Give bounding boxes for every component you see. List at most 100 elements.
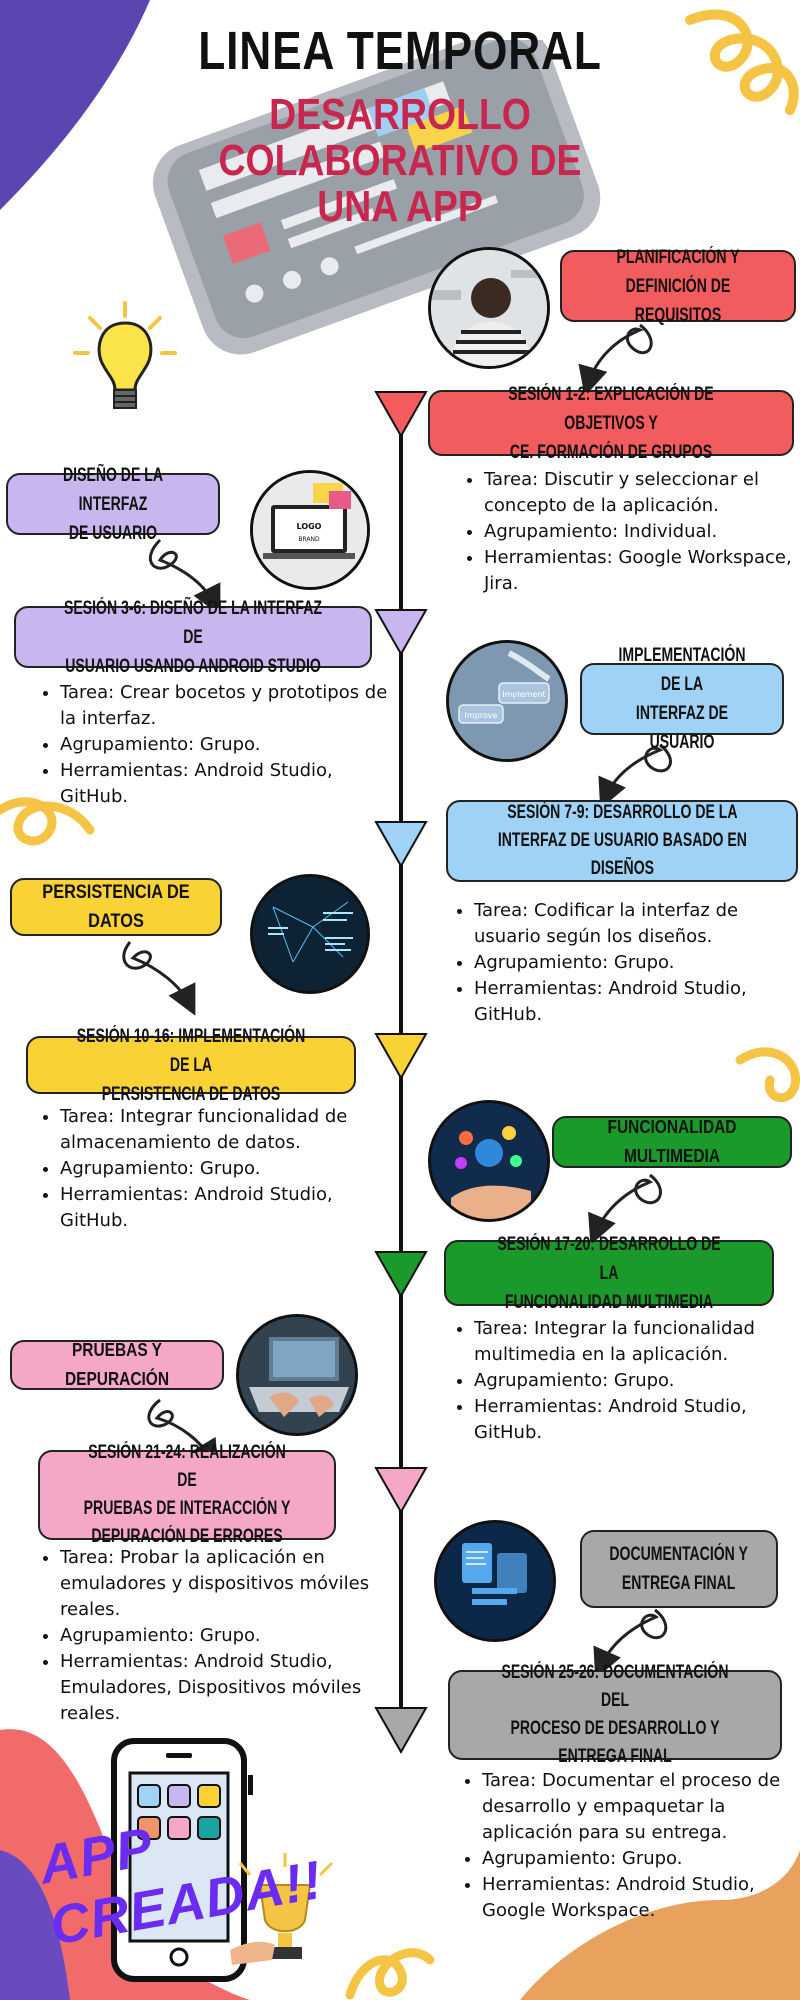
timeline-marker-1 <box>374 391 428 439</box>
phase1-label-line1: PLANIFICACIÓN Y <box>616 246 740 268</box>
timeline-marker-7 <box>374 1707 428 1755</box>
session3-detail-task: Tarea: Codificar la interfaz de usuario … <box>474 898 794 950</box>
session6-detail-grouping: Agrupamiento: Grupo. <box>60 1623 390 1649</box>
smartphone-icon <box>111 1738 253 1982</box>
session6-label: SESIÓN 21-24: REALIZACIÓN DE PRUEBAS DE I… <box>38 1442 336 1547</box>
phase7-label-line1: DOCUMENTACIÓN Y <box>609 1544 749 1565</box>
session3-details: Tarea: Codificar la interfaz de usuario … <box>450 898 794 1028</box>
timeline-marker-3 <box>374 821 428 869</box>
session6-line1: SESIÓN 21-24: REALIZACIÓN DE <box>88 1442 286 1491</box>
session7-line3: ENTREGA FINAL <box>558 1746 672 1767</box>
session6-detail-tools: Herramientas: Android Studio, Emuladores… <box>60 1649 390 1727</box>
phase3-label-line1: IMPLEMENTACIÓN DE LA <box>618 645 746 695</box>
phase2-label: DISEÑO DE LA INTERFAZ DE USUARIO <box>6 465 220 544</box>
app-created-illustration <box>111 1738 334 1982</box>
session5-line1: SESIÓN 17-20: DESARROLLO DE LA <box>497 1233 721 1284</box>
phase3-label-line2: INTERFAZ DE USUARIO <box>635 703 729 753</box>
arrow-5 <box>588 1173 662 1246</box>
improve-text: Improve <box>465 711 498 720</box>
arrow-2 <box>148 538 221 616</box>
phase2-label-line1: DISEÑO DE LA INTERFAZ <box>63 464 163 515</box>
timeline-markers <box>374 391 428 1755</box>
session7-detail-tools: Herramientas: Android Studio, Google Wor… <box>482 1872 800 1924</box>
laptop-logo-text: LOGO <box>297 522 322 531</box>
phase5-photo <box>428 1100 550 1222</box>
session4-detail-task: Tarea: Integrar funcionalidad de almacen… <box>60 1104 380 1156</box>
phase3-photo: Implement Improve <box>446 640 568 762</box>
session3-detail-tools: Herramientas: Android Studio, GitHub. <box>474 976 794 1028</box>
arrow-6 <box>147 1398 219 1471</box>
session5-line2: FUNCIONALIDAD MULTIMEDIA <box>504 1291 714 1313</box>
session4-detail-tools: Herramientas: Android Studio, GitHub. <box>60 1182 380 1234</box>
session3-detail-grouping: Agrupamiento: Grupo. <box>474 950 794 976</box>
session2-detail-tools: Herramientas: Android Studio, GitHub. <box>60 758 390 810</box>
implement-improve-icon: Implement Improve <box>449 643 565 759</box>
arrow-7 <box>593 1608 668 1680</box>
phone-illustration <box>152 40 601 355</box>
session2-line1: SESIÓN 3-6: DISEÑO DE LA INTERFAZ DE <box>64 597 322 648</box>
phase7-photo <box>434 1520 556 1642</box>
session1-details: Tarea: Discutir y seleccionar el concept… <box>460 467 800 597</box>
documentation-icon <box>437 1523 553 1639</box>
session5-label: SESIÓN 17-20: DESARROLLO DE LA FUNCIONALI… <box>444 1234 774 1313</box>
person-icon <box>431 250 547 366</box>
session2-details: Tarea: Crear bocetos y prototipos de la … <box>36 680 390 810</box>
phase7-label: DOCUMENTACIÓN Y ENTREGA FINAL <box>580 1530 778 1608</box>
phase1-photo <box>428 247 550 369</box>
phase6-photo <box>236 1314 358 1436</box>
phase4-label-line1: PERSISTENCIA DE DATOS <box>42 882 190 932</box>
session6-line3: DEPURACIÓN DE ERRORES <box>91 1526 283 1547</box>
phase4-photo <box>250 874 370 994</box>
session2-detail-grouping: Agrupamiento: Grupo. <box>60 732 390 758</box>
phase5-label-line1: FUNCIONALIDAD MULTIMEDIA <box>607 1117 737 1166</box>
phase5-label: FUNCIONALIDAD MULTIMEDIA <box>552 1116 792 1168</box>
session3-line1: SESIÓN 7-9: DESARROLLO DE LA <box>506 802 738 823</box>
page-subtitle-line2: UNA APP <box>317 182 483 231</box>
arrow-1 <box>578 323 653 397</box>
timeline-marker-4 <box>374 1033 428 1081</box>
session5-detail-grouping: Agrupamiento: Grupo. <box>474 1368 794 1394</box>
laptop-brand-text: BRAND <box>298 536 320 543</box>
session4-label: SESIÓN 10-16: IMPLEMENTACIÓN DE LA PERSIS… <box>26 1026 356 1105</box>
session3-line2: INTERFAZ DE USUARIO BASADO EN <box>497 830 747 851</box>
page-title: LINEA TEMPORAL <box>198 21 602 81</box>
session3-line3: DISEÑOS <box>590 858 654 879</box>
phase4-label: PERSISTENCIA DE DATOS <box>10 878 222 936</box>
session7-detail-task: Tarea: Documentar el proceso de desarrol… <box>482 1768 800 1846</box>
session4-line2: PERSISTENCIA DE DATOS <box>101 1083 281 1105</box>
data-network-icon <box>253 877 367 991</box>
timeline-marker-6 <box>374 1467 428 1515</box>
session2-label: SESIÓN 3-6: DISEÑO DE LA INTERFAZ DE USUA… <box>14 598 372 677</box>
session1-line1: SESIÓN 1-2: EXPLICACIÓN DE OBJETIVOS Y <box>508 383 714 434</box>
session2-detail-task: Tarea: Crear bocetos y prototipos de la … <box>60 680 390 732</box>
phase2-label-line2: DE USUARIO <box>68 522 158 544</box>
session7-label: SESIÓN 25-26: DOCUMENTACIÓN DEL PROCESO D… <box>448 1662 782 1767</box>
lightbulb-icon <box>73 301 177 409</box>
phase6-label: PRUEBAS Y DEPURACIÓN <box>10 1340 224 1390</box>
session7-details: Tarea: Documentar el proceso de desarrol… <box>458 1768 800 1924</box>
session1-detail-tools: Herramientas: Google Workspace, Jira. <box>484 545 800 597</box>
session1-detail-grouping: Agrupamiento: Individual. <box>484 519 800 545</box>
phase6-label-line1: PRUEBAS Y DEPURACIÓN <box>64 1340 170 1389</box>
session6-detail-task: Tarea: Probar la aplicación en emuladore… <box>60 1545 390 1623</box>
timeline-marker-5 <box>374 1251 428 1299</box>
laptop-design-icon: LOGO BRAND <box>253 473 367 587</box>
session6-line2: PRUEBAS DE INTERACCIÓN Y <box>83 1498 291 1519</box>
session1-detail-task: Tarea: Discutir y seleccionar el concept… <box>484 467 800 519</box>
implement-text: Implement <box>502 690 545 699</box>
session7-line2: PROCESO DE DESARROLLO Y <box>510 1718 720 1739</box>
session4-details: Tarea: Integrar funcionalidad de almacen… <box>36 1104 380 1234</box>
arrow-4 <box>122 941 196 1016</box>
session6-details: Tarea: Probar la aplicación en emuladore… <box>36 1545 390 1727</box>
phase1-label: PLANIFICACIÓN Y DEFINICIÓN DE REQUISITOS <box>560 247 796 326</box>
session5-details: Tarea: Integrar la funcionalidad multime… <box>450 1316 794 1446</box>
session7-detail-grouping: Agrupamiento: Grupo. <box>482 1846 800 1872</box>
session4-line1: SESIÓN 10-16: IMPLEMENTACIÓN DE LA <box>76 1025 306 1076</box>
session7-line1: SESIÓN 25-26: DOCUMENTACIÓN DEL <box>501 1662 729 1711</box>
phase1-label-line2: DEFINICIÓN DE REQUISITOS <box>625 275 731 326</box>
session3-label: SESIÓN 7-9: DESARROLLO DE LA INTERFAZ DE … <box>446 800 798 882</box>
page-subtitle: DESARROLLO COLABORATIVO DE UNA APP <box>137 92 664 230</box>
session5-detail-task: Tarea: Integrar la funcionalidad multime… <box>474 1316 794 1368</box>
